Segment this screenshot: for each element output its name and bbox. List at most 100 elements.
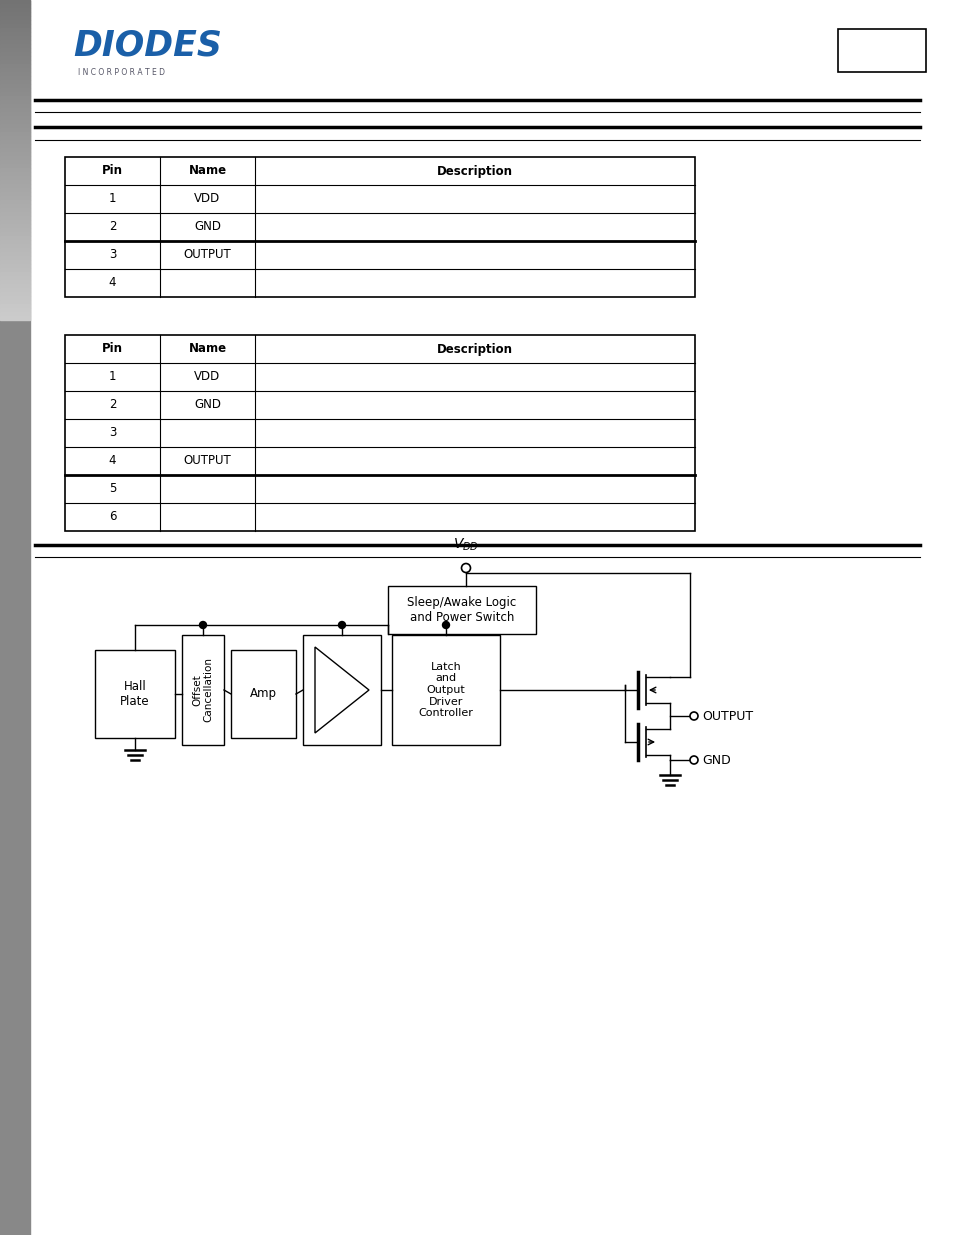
Bar xyxy=(0,264,30,268)
Bar xyxy=(0,48,30,52)
Bar xyxy=(0,91,30,96)
Bar xyxy=(65,335,695,531)
Bar xyxy=(0,152,30,156)
Text: OUTPUT: OUTPUT xyxy=(701,709,752,722)
Bar xyxy=(0,261,30,264)
Text: 1: 1 xyxy=(109,193,116,205)
Bar xyxy=(0,136,30,140)
Text: 6: 6 xyxy=(109,510,116,524)
Circle shape xyxy=(461,563,470,573)
Bar xyxy=(0,107,30,112)
Bar xyxy=(0,116,30,120)
Bar xyxy=(0,36,30,40)
Bar xyxy=(0,184,30,188)
Circle shape xyxy=(689,713,698,720)
Bar xyxy=(0,316,30,320)
Bar xyxy=(0,7,30,12)
Bar xyxy=(837,28,925,72)
Bar xyxy=(0,77,30,80)
Bar xyxy=(0,112,30,116)
Bar xyxy=(0,291,30,296)
Bar xyxy=(0,161,30,164)
Circle shape xyxy=(689,756,698,764)
Bar xyxy=(0,212,30,216)
Bar xyxy=(0,288,30,291)
Bar xyxy=(0,216,30,220)
Bar xyxy=(0,248,30,252)
Bar xyxy=(0,88,30,91)
Bar xyxy=(0,12,30,16)
Text: 3: 3 xyxy=(109,426,116,440)
Bar xyxy=(0,96,30,100)
Bar xyxy=(0,56,30,61)
Text: Name: Name xyxy=(189,164,226,178)
Bar xyxy=(0,275,30,280)
Bar xyxy=(0,245,30,248)
Bar xyxy=(0,148,30,152)
Bar xyxy=(0,32,30,36)
Bar xyxy=(0,300,30,304)
Bar xyxy=(0,228,30,232)
Text: OUTPUT: OUTPUT xyxy=(183,454,232,468)
Bar xyxy=(0,156,30,161)
Polygon shape xyxy=(314,647,369,734)
Bar xyxy=(0,232,30,236)
Text: GND: GND xyxy=(193,221,221,233)
Bar xyxy=(0,104,30,107)
Text: VDD: VDD xyxy=(194,193,220,205)
Bar xyxy=(0,132,30,136)
Text: 4: 4 xyxy=(109,277,116,289)
Bar xyxy=(0,128,30,132)
Text: 2: 2 xyxy=(109,221,116,233)
Bar xyxy=(0,44,30,48)
Text: Pin: Pin xyxy=(102,342,123,356)
Bar xyxy=(0,236,30,240)
Bar xyxy=(392,635,499,745)
Bar xyxy=(0,144,30,148)
Text: Sleep/Awake Logic
and Power Switch: Sleep/Awake Logic and Power Switch xyxy=(407,597,517,624)
Text: Latch
and
Output
Driver
Controller: Latch and Output Driver Controller xyxy=(418,662,473,719)
Bar xyxy=(0,188,30,191)
Bar xyxy=(0,16,30,20)
Bar xyxy=(0,191,30,196)
Text: Offset
Cancellation: Offset Cancellation xyxy=(192,657,213,722)
Text: Description: Description xyxy=(436,342,513,356)
Bar xyxy=(0,168,30,172)
Bar xyxy=(0,240,30,245)
Bar xyxy=(0,140,30,144)
Bar xyxy=(0,4,30,7)
Text: $V_{DD}$: $V_{DD}$ xyxy=(453,536,478,553)
Text: Description: Description xyxy=(436,164,513,178)
Bar xyxy=(0,304,30,308)
Bar xyxy=(0,61,30,64)
Bar xyxy=(303,635,380,745)
Bar xyxy=(0,224,30,228)
Text: 3: 3 xyxy=(109,248,116,262)
Bar xyxy=(0,200,30,204)
Text: Amp: Amp xyxy=(250,688,276,700)
Text: OUTPUT: OUTPUT xyxy=(183,248,232,262)
Bar xyxy=(0,20,30,23)
Text: I N C O R P O R A T E D: I N C O R P O R A T E D xyxy=(78,68,165,77)
Bar xyxy=(0,40,30,44)
Bar xyxy=(0,252,30,256)
Text: 5: 5 xyxy=(109,483,116,495)
Text: 1: 1 xyxy=(109,370,116,384)
Text: VDD: VDD xyxy=(194,370,220,384)
Bar xyxy=(0,64,30,68)
Text: DIODES: DIODES xyxy=(73,28,222,62)
Circle shape xyxy=(442,621,449,629)
Bar xyxy=(0,204,30,207)
Bar xyxy=(0,284,30,288)
Text: Name: Name xyxy=(189,342,226,356)
Bar xyxy=(0,196,30,200)
Bar xyxy=(0,296,30,300)
Bar xyxy=(0,0,30,4)
Bar xyxy=(65,157,695,296)
Bar xyxy=(0,220,30,224)
Bar xyxy=(0,180,30,184)
Bar xyxy=(0,164,30,168)
Text: 2: 2 xyxy=(109,399,116,411)
Text: Hall
Plate: Hall Plate xyxy=(120,680,150,708)
Bar xyxy=(388,585,536,634)
